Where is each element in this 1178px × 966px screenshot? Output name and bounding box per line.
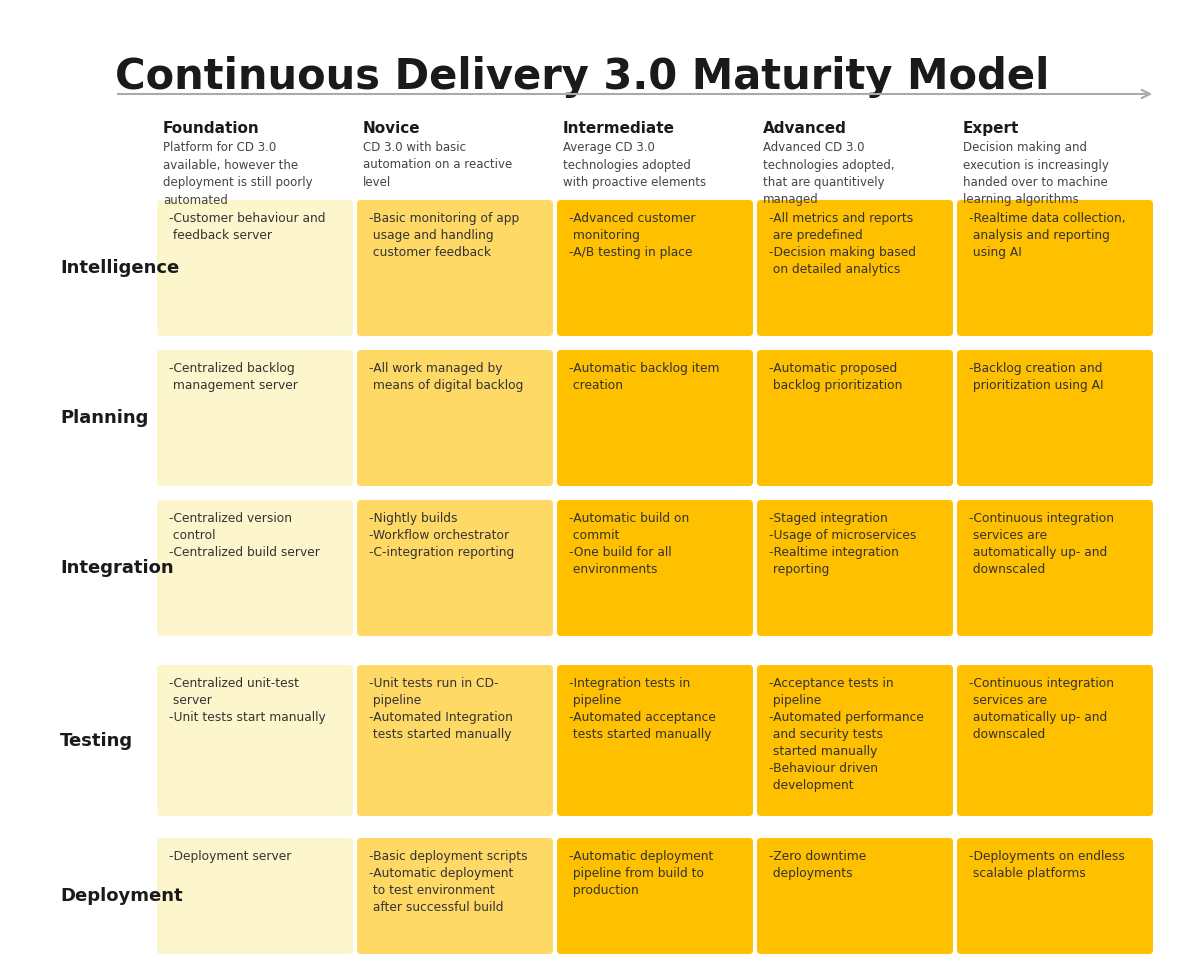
Text: -Staged integration
-Usage of microservices
-Realtime integration
 reporting: -Staged integration -Usage of microservi… — [769, 512, 916, 576]
Text: Testing: Testing — [60, 731, 133, 750]
Text: -Continuous integration
 services are
 automatically up- and
 downscaled: -Continuous integration services are aut… — [969, 677, 1114, 741]
Text: Expert: Expert — [962, 121, 1019, 136]
Text: Novice: Novice — [363, 121, 421, 136]
Text: Continuous Delivery 3.0 Maturity Model: Continuous Delivery 3.0 Maturity Model — [115, 56, 1050, 98]
FancyBboxPatch shape — [557, 665, 753, 816]
FancyBboxPatch shape — [357, 350, 552, 486]
Text: -Automatic build on
 commit
-One build for all
 environments: -Automatic build on commit -One build fo… — [569, 512, 689, 576]
FancyBboxPatch shape — [357, 838, 552, 954]
Text: Integration: Integration — [60, 559, 173, 577]
FancyBboxPatch shape — [957, 665, 1153, 816]
Text: -Integration tests in
 pipeline
-Automated acceptance
 tests started manually: -Integration tests in pipeline -Automate… — [569, 677, 716, 741]
Text: -Deployments on endless
 scalable platforms: -Deployments on endless scalable platfor… — [969, 850, 1125, 880]
Text: Decision making and
execution is increasingly
handed over to machine
learning al: Decision making and execution is increas… — [962, 141, 1108, 207]
Text: Average CD 3.0
technologies adopted
with proactive elements: Average CD 3.0 technologies adopted with… — [563, 141, 706, 189]
FancyBboxPatch shape — [957, 838, 1153, 954]
Text: Advanced CD 3.0
technologies adopted,
that are quantitively
managed: Advanced CD 3.0 technologies adopted, th… — [763, 141, 894, 207]
Text: CD 3.0 with basic
automation on a reactive
level: CD 3.0 with basic automation on a reacti… — [363, 141, 512, 189]
Text: -Acceptance tests in
 pipeline
-Automated performance
 and security tests
 start: -Acceptance tests in pipeline -Automated… — [769, 677, 924, 792]
FancyBboxPatch shape — [757, 665, 953, 816]
FancyBboxPatch shape — [557, 200, 753, 336]
Text: -Centralized backlog
 management server: -Centralized backlog management server — [168, 362, 298, 392]
FancyBboxPatch shape — [157, 838, 353, 954]
FancyBboxPatch shape — [957, 200, 1153, 336]
Text: Foundation: Foundation — [163, 121, 260, 136]
Text: -Customer behaviour and
 feedback server: -Customer behaviour and feedback server — [168, 212, 325, 242]
Text: -Advanced customer
 monitoring
-A/B testing in place: -Advanced customer monitoring -A/B testi… — [569, 212, 695, 259]
Text: -Automatic backlog item
 creation: -Automatic backlog item creation — [569, 362, 720, 392]
Text: -Automatic deployment
 pipeline from build to
 production: -Automatic deployment pipeline from buil… — [569, 850, 714, 897]
Text: -Automatic proposed
 backlog prioritization: -Automatic proposed backlog prioritizati… — [769, 362, 902, 392]
FancyBboxPatch shape — [357, 200, 552, 336]
Text: -Continuous integration
 services are
 automatically up- and
 downscaled: -Continuous integration services are aut… — [969, 512, 1114, 576]
FancyBboxPatch shape — [357, 665, 552, 816]
Text: Platform for CD 3.0
available, however the
deployment is still poorly
automated: Platform for CD 3.0 available, however t… — [163, 141, 312, 207]
Text: -Nightly builds
-Workflow orchestrator
-C-integration reporting: -Nightly builds -Workflow orchestrator -… — [369, 512, 515, 559]
FancyBboxPatch shape — [157, 500, 353, 636]
FancyBboxPatch shape — [757, 200, 953, 336]
Text: Intermediate: Intermediate — [563, 121, 675, 136]
Text: Advanced: Advanced — [763, 121, 847, 136]
Text: -Backlog creation and
 prioritization using AI: -Backlog creation and prioritization usi… — [969, 362, 1104, 392]
Text: -All metrics and reports
 are predefined
-Decision making based
 on detailed ana: -All metrics and reports are predefined … — [769, 212, 916, 276]
FancyBboxPatch shape — [757, 350, 953, 486]
Text: Deployment: Deployment — [60, 887, 183, 905]
Text: -Unit tests run in CD-
 pipeline
-Automated Integration
 tests started manually: -Unit tests run in CD- pipeline -Automat… — [369, 677, 512, 741]
Text: -Basic deployment scripts
-Automatic deployment
 to test environment
 after succ: -Basic deployment scripts -Automatic dep… — [369, 850, 528, 914]
FancyBboxPatch shape — [557, 500, 753, 636]
Text: -Realtime data collection,
 analysis and reporting
 using AI: -Realtime data collection, analysis and … — [969, 212, 1126, 259]
FancyBboxPatch shape — [757, 838, 953, 954]
FancyBboxPatch shape — [157, 200, 353, 336]
FancyBboxPatch shape — [157, 665, 353, 816]
FancyBboxPatch shape — [957, 350, 1153, 486]
Text: -Zero downtime
 deployments: -Zero downtime deployments — [769, 850, 866, 880]
Text: Planning: Planning — [60, 409, 148, 427]
FancyBboxPatch shape — [957, 500, 1153, 636]
Text: -Centralized version
 control
-Centralized build server: -Centralized version control -Centralize… — [168, 512, 320, 559]
FancyBboxPatch shape — [357, 500, 552, 636]
Text: -Centralized unit-test
 server
-Unit tests start manually: -Centralized unit-test server -Unit test… — [168, 677, 326, 724]
FancyBboxPatch shape — [557, 350, 753, 486]
Text: -Deployment server: -Deployment server — [168, 850, 291, 863]
FancyBboxPatch shape — [757, 500, 953, 636]
FancyBboxPatch shape — [557, 838, 753, 954]
FancyBboxPatch shape — [157, 350, 353, 486]
Text: -All work managed by
 means of digital backlog: -All work managed by means of digital ba… — [369, 362, 523, 392]
Text: Intelligence: Intelligence — [60, 259, 179, 277]
Text: -Basic monitoring of app
 usage and handling
 customer feedback: -Basic monitoring of app usage and handl… — [369, 212, 519, 259]
